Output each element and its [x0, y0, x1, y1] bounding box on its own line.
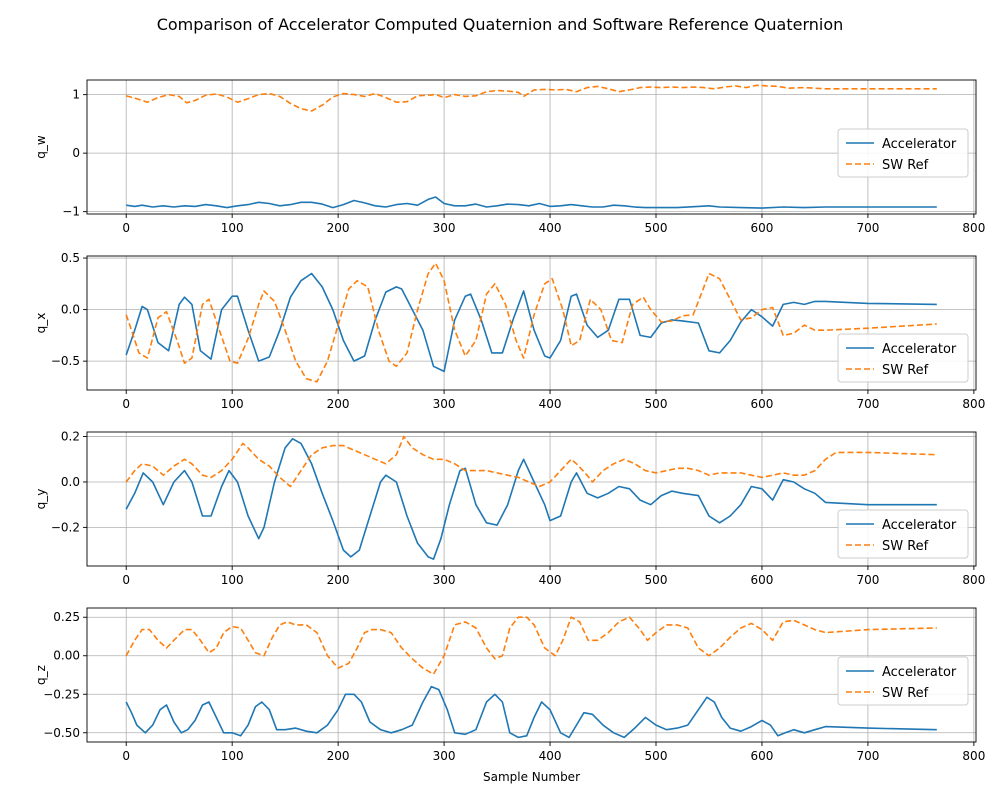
x-tick-label: 300: [433, 221, 456, 235]
y-tick-label: −0.25: [43, 687, 80, 701]
y-tick-label: −0.2: [51, 520, 80, 534]
y-tick-label: 1: [72, 88, 80, 102]
x-tick-label: 200: [327, 221, 350, 235]
x-tick-label: 0: [122, 397, 130, 411]
x-tick-label: 100: [221, 397, 244, 411]
axes-frame: [86, 607, 977, 743]
y-axis-label: q_z: [34, 665, 48, 685]
legend-label: SW Ref: [882, 363, 929, 378]
x-tick-label: 100: [221, 573, 244, 587]
figure-title: Comparison of Accelerator Computed Quate…: [157, 15, 844, 34]
y-tick-label: 0: [72, 146, 80, 160]
series-line-accelerator: [125, 272, 937, 373]
x-tick-label: 700: [856, 573, 879, 587]
x-tick-label: 700: [856, 221, 879, 235]
series-group: [125, 435, 937, 561]
x-tick-label: 500: [645, 221, 668, 235]
y-tick-label: 0.0: [61, 475, 80, 489]
y-tick-label: −0.5: [51, 354, 80, 368]
x-tick-label: 200: [327, 749, 350, 763]
x-tick-label: 400: [539, 397, 562, 411]
series-line-accelerator: [125, 437, 937, 561]
x-axis-label: Sample Number: [483, 770, 580, 784]
series-group: [125, 84, 937, 209]
y-tick-label: 0.25: [53, 610, 80, 624]
subplot-1: 0 100 200 300 400 500 600 700 800 −1 0 1 q_w Accelera…: [34, 79, 985, 235]
axes-frame: [86, 79, 977, 215]
subplot-2: 0 100 200 300 400 500 600 700 800 −0.5 0.0 0.5 q_x Ac…: [34, 251, 985, 411]
subplot-4: 0 100 200 300 400 500 600 700 800 −0.50 −0.25 0.00 0…: [34, 607, 985, 784]
series-line-sw-ref: [125, 616, 937, 676]
y-tick-label: 0.5: [61, 251, 80, 265]
x-tick-label: 300: [433, 397, 456, 411]
y-tick-label: 0.0: [61, 303, 80, 317]
legend: Accelerator SW Ref: [837, 128, 969, 178]
y-axis-label: q_x: [34, 313, 48, 334]
x-tick-label: 600: [751, 749, 774, 763]
x-tick-label: 300: [433, 749, 456, 763]
y-tick-label: −1: [62, 205, 80, 219]
x-tick-label: 600: [751, 397, 774, 411]
x-tick-label: 400: [539, 749, 562, 763]
x-tick-label: 300: [433, 573, 456, 587]
x-tick-label: 100: [221, 221, 244, 235]
series-line-sw-ref: [125, 84, 937, 112]
x-tick-label: 0: [122, 221, 130, 235]
legend: Accelerator SW Ref: [837, 333, 969, 383]
x-tick-label: 0: [122, 749, 130, 763]
x-tick-label: 200: [327, 397, 350, 411]
y-axis-label: q_y: [34, 489, 48, 510]
x-tick-label: 500: [645, 573, 668, 587]
y-axis-label: q_w: [34, 135, 48, 159]
legend: Accelerator SW Ref: [837, 509, 969, 559]
y-tick-label: 0.00: [53, 649, 80, 663]
legend-box: [837, 128, 969, 178]
x-tick-label: 600: [751, 221, 774, 235]
legend-label: SW Ref: [882, 539, 929, 554]
series-line-accelerator: [126, 196, 937, 209]
legend-label: Accelerator: [882, 518, 957, 533]
legend-label: Accelerator: [882, 137, 957, 152]
x-tick-label: 200: [327, 573, 350, 587]
x-tick-label: 500: [645, 397, 668, 411]
x-tick-label: 400: [539, 573, 562, 587]
x-tick-label: 800: [962, 221, 985, 235]
legend-label: Accelerator: [882, 342, 957, 357]
legend: Accelerator SW Ref: [837, 656, 969, 706]
legend-box: [837, 509, 969, 559]
x-tick-label: 700: [856, 749, 879, 763]
x-tick-label: 700: [856, 397, 879, 411]
series-line-accelerator: [125, 685, 937, 739]
x-tick-label: 800: [962, 573, 985, 587]
series-group: [125, 262, 937, 383]
legend-box: [837, 333, 969, 383]
legend-box: [837, 656, 969, 706]
x-tick-label: 500: [645, 749, 668, 763]
legend-label: SW Ref: [882, 686, 929, 701]
x-tick-label: 600: [751, 573, 774, 587]
axes-frame: [86, 431, 977, 567]
series-line-sw-ref: [125, 435, 937, 488]
subplot-panels: 0 100 200 300 400 500 600 700 800 −1 0 1 q_w Accelera…: [34, 79, 985, 784]
x-tick-label: 800: [962, 397, 985, 411]
axes-frame: [86, 255, 977, 391]
x-tick-label: 400: [539, 221, 562, 235]
y-tick-label: −0.50: [43, 726, 80, 740]
legend-label: Accelerator: [882, 665, 957, 680]
y-tick-label: 0.2: [61, 430, 80, 444]
x-tick-label: 0: [122, 573, 130, 587]
series-group: [125, 616, 937, 739]
x-tick-label: 100: [221, 749, 244, 763]
x-tick-label: 800: [962, 749, 985, 763]
legend-label: SW Ref: [882, 158, 929, 173]
subplot-3: 0 100 200 300 400 500 600 700 800 −0.2 0.0 0.2 q_y Ac…: [34, 430, 985, 587]
